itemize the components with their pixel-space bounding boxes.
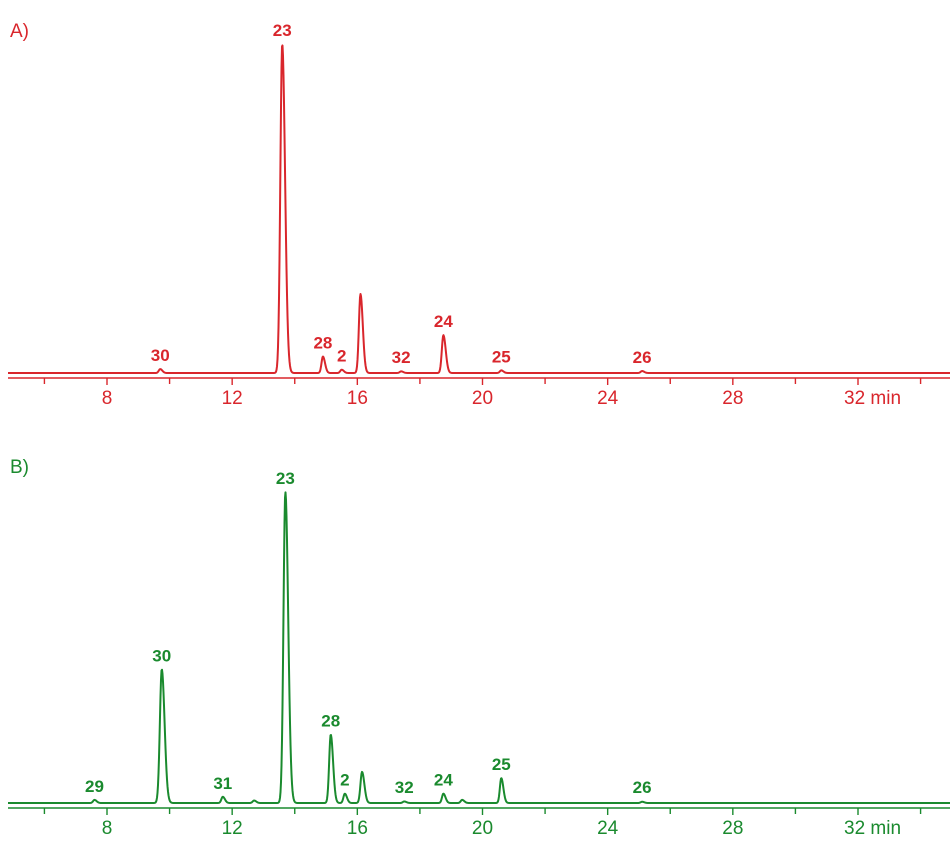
peak-label: 26 — [633, 348, 652, 367]
peak-label: 25 — [492, 347, 511, 366]
peak-label: 2 — [337, 347, 346, 366]
peak-label: 28 — [313, 334, 332, 353]
x-tick-label: 16 — [347, 388, 368, 409]
panel-label: A) — [10, 21, 29, 42]
panel-label: B) — [10, 457, 29, 478]
peak-label: 24 — [434, 312, 453, 331]
x-tick-label: 24 — [597, 818, 619, 839]
chart-panel-a: A) 8 12 16 20 24 28 32 min 30 23 28 2 32 24 25 26 — [7, 21, 951, 409]
chromatogram-trace — [7, 491, 951, 804]
peak-label: 2 — [340, 771, 349, 790]
x-tick-label: 32 min — [844, 818, 901, 839]
x-tick-label: 28 — [722, 388, 743, 409]
peak-label: 24 — [434, 771, 453, 790]
peak-label: 23 — [273, 21, 292, 40]
peak-label: 32 — [392, 348, 411, 367]
chromatogram-trace — [7, 44, 951, 374]
chart-panel-b: B) 8 12 16 20 24 28 32 min 29 30 31 23 28 2 32 24 25 26 — [7, 457, 951, 839]
peak-label: 30 — [151, 346, 170, 365]
x-tick-label: 32 min — [844, 388, 901, 409]
x-tick-label: 16 — [347, 818, 368, 839]
x-tick-label: 24 — [597, 388, 619, 409]
peak-label: 25 — [492, 755, 511, 774]
peak-label: 28 — [321, 712, 340, 731]
x-tick-label: 28 — [722, 818, 743, 839]
x-tick-label: 8 — [102, 388, 113, 409]
x-tick-label: 20 — [472, 818, 493, 839]
x-tick-label: 20 — [472, 388, 493, 409]
x-tick-label: 8 — [102, 818, 113, 839]
peak-label: 32 — [395, 778, 414, 797]
peak-label: 31 — [213, 774, 232, 793]
peak-label: 30 — [152, 646, 171, 665]
x-tick-label: 12 — [222, 388, 243, 409]
peak-label: 29 — [85, 777, 104, 796]
x-tick-label: 12 — [222, 818, 243, 839]
peak-label: 26 — [633, 778, 652, 797]
peak-label: 23 — [276, 469, 295, 488]
